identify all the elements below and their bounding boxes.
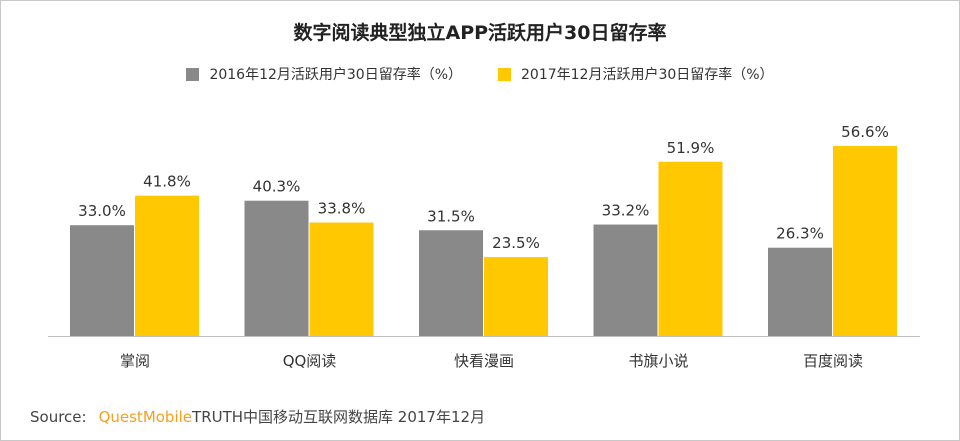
data-label: 26.3% <box>776 225 824 243</box>
bar-2017 <box>658 161 723 336</box>
data-label: 31.5% <box>427 207 475 225</box>
bar-2017 <box>833 145 897 336</box>
legend-swatch-2017 <box>498 67 511 81</box>
data-label: 40.3% <box>253 178 301 196</box>
chart-title: 数字阅读典型独立APP活跃用户30日留存率 <box>293 22 667 44</box>
data-label: 33.2% <box>602 202 650 220</box>
x-tick-label: 快看漫画 <box>454 352 514 370</box>
source-label: Source: <box>30 408 87 426</box>
bar-2017 <box>135 195 199 336</box>
legend-label-2017: 2017年12月活跃用户30日留存率（%） <box>521 67 774 83</box>
x-tick-label: 掌阅 <box>120 352 150 370</box>
x-tick-label: 书旗小说 <box>628 352 688 370</box>
data-label: 41.8% <box>143 173 191 191</box>
bar-2017 <box>309 222 374 336</box>
bar-2017 <box>484 257 548 336</box>
data-label: 51.9% <box>667 139 715 157</box>
data-label: 33.0% <box>78 202 126 220</box>
legend-item-2016: 2016年12月活跃用户30日留存率（%） <box>186 64 462 84</box>
bar-2016 <box>768 247 832 336</box>
x-tick-label: QQ阅读 <box>283 352 337 370</box>
x-tick-label: 百度阅读 <box>803 352 863 370</box>
data-label: 56.6% <box>841 123 889 141</box>
legend: 2016年12月活跃用户30日留存率（%） 2017年12月活跃用户30日留存率… <box>0 64 960 84</box>
source-line: Source: QuestMobileTRUTH中国移动互联网数据库 2017年1… <box>30 406 485 427</box>
data-label: 33.8% <box>318 200 366 218</box>
bar-2016 <box>70 225 134 336</box>
data-label: 23.5% <box>492 234 540 252</box>
legend-label-2016: 2016年12月活跃用户30日留存率（%） <box>209 67 462 83</box>
bar-2016 <box>593 224 658 336</box>
source-text: TRUTH中国移动互联网数据库 2017年12月 <box>192 408 486 426</box>
bar-2016 <box>244 200 309 336</box>
legend-item-2017: 2017年12月活跃用户30日留存率（%） <box>498 64 774 84</box>
source-brand: QuestMobile <box>98 408 193 426</box>
bar-2016 <box>419 230 483 336</box>
legend-swatch-2016 <box>186 67 200 81</box>
